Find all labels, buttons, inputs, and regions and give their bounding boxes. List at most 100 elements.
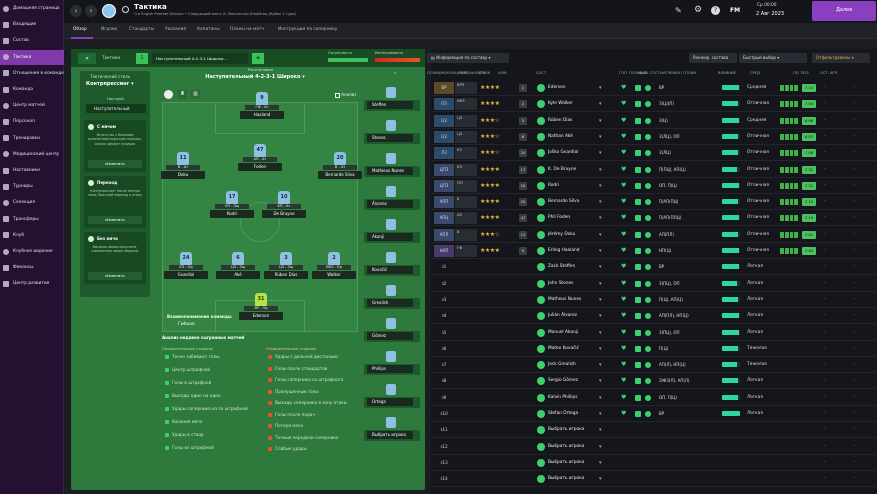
row-role[interactable]: В [455, 196, 477, 209]
chevron-down-icon[interactable]: ▾ [599, 411, 602, 417]
sidebar-item[interactable]: Селекция [0, 195, 64, 210]
chevron-down-icon[interactable]: ▾ [599, 443, 602, 450]
table-row[interactable]: з9 Kalvin Phillips ▾ ♥ ОП, П(Ц) Легкая - - [431, 390, 877, 406]
sidebar-item[interactable]: Клубное видение [0, 244, 64, 259]
table-row[interactable]: з13 Выбрать игрока ▾ - - [431, 455, 877, 471]
row-position[interactable]: з4 [441, 313, 447, 319]
player-name[interactable]: Mateo Kovačić [548, 345, 579, 351]
row-role[interactable]: АП [455, 212, 477, 225]
row-position[interactable]: АПП [434, 196, 454, 209]
row-position[interactable]: АПЦ [434, 212, 454, 225]
sidebar-item[interactable]: Турниры [0, 179, 64, 194]
pitch-player[interactable]: 17 ОП - Зщ Rodri [210, 191, 254, 218]
row-position[interactable]: ВР [434, 82, 454, 94]
column-header[interactable]: ИГРОК [478, 71, 491, 75]
tactics-tab[interactable]: Тактика [102, 55, 120, 60]
add-tactic-button[interactable]: + [252, 53, 264, 64]
sidebar-item[interactable]: Финансы [0, 260, 64, 275]
player-name[interactable]: Выбрать игрока [548, 476, 585, 482]
help-icon[interactable]: ? [711, 6, 720, 15]
chevron-down-icon[interactable]: ▾ [599, 182, 602, 189]
row-position[interactable]: з8 [441, 378, 447, 384]
info-dropdown[interactable]: ▤ Информация по составу ▾ [427, 53, 509, 63]
row-role[interactable]: ЦЗ [455, 130, 477, 143]
row-position[interactable]: з2 [441, 280, 447, 286]
row-position[interactable]: з6 [441, 345, 447, 351]
row-position[interactable]: з13 [440, 459, 448, 465]
table-row[interactable]: з11 Выбрать игрока ▾ - - [431, 422, 877, 439]
sidebar-item[interactable]: Тактика [0, 49, 64, 65]
subtab[interactable]: Стандарты [129, 27, 155, 32]
chevron-down-icon[interactable]: ▾ [599, 231, 602, 238]
sub-player[interactable]: Álvarez [364, 199, 420, 210]
row-position[interactable]: з10 [440, 411, 448, 416]
table-row[interactable]: з14 Выбрать игрока ▾ - - [431, 471, 877, 488]
row-position[interactable]: з1 [441, 264, 447, 270]
row-position[interactable]: НАП [434, 245, 454, 257]
tactic-slot-number[interactable]: 1 [136, 53, 148, 64]
pitch-player[interactable]: 10 БП - Ат De Bruyne [262, 191, 306, 218]
pitch-player[interactable]: 20 В - Ат Bernardo Silva [318, 152, 362, 179]
row-position[interactable]: ЦЗ [434, 114, 454, 127]
player-name[interactable]: Manuel Akanji [548, 329, 579, 335]
sub-player[interactable]: Ortega [364, 397, 420, 408]
chevron-down-icon[interactable]: ▾ [599, 378, 602, 385]
chevron-down-icon[interactable]: ▾ [599, 394, 602, 401]
column-header[interactable]: НОМ [498, 71, 507, 75]
subtab[interactable]: Инструкции по сопернику [278, 27, 338, 32]
rank-squad-button[interactable]: Ранжир. состава [689, 53, 737, 63]
row-position[interactable]: з14 [440, 476, 448, 482]
column-header[interactable]: СРЕД. [750, 71, 761, 75]
player-name[interactable]: Rúben Dias [548, 117, 573, 123]
pitch-player[interactable]: 11 В - Ат Doku [161, 152, 205, 179]
chevron-down-icon[interactable]: ▾ [599, 345, 602, 352]
row-role[interactable]: ИКЗ [455, 98, 477, 111]
settings-icon[interactable]: ⚙ [694, 5, 703, 15]
tactic-name-dropdown[interactable]: Наступательный 4-2-3-1 Широко... [152, 53, 248, 64]
chevron-down-icon[interactable]: ▾ [599, 199, 602, 206]
continue-button[interactable]: Далее [812, 1, 876, 21]
mentality-dropdown[interactable]: Наступательный [86, 104, 146, 113]
team-card-edit-button[interactable]: Изменить [88, 216, 142, 224]
row-position[interactable]: з9 [441, 394, 447, 400]
pitch-player[interactable]: 47 АП - Ат Foden [238, 144, 282, 171]
player-name[interactable]: Matheus Nunes [548, 296, 582, 302]
chevron-down-icon[interactable]: ▾ [599, 248, 602, 254]
column-header[interactable]: МАТЧЕВАЯ ГОТОВН. [660, 71, 698, 75]
chevron-down-icon[interactable]: ▾ [599, 150, 602, 157]
table-row[interactable]: ВР ВРП ★★★★ 1 Ederson ▾ ♥ ВР Средняя 7.10- - [431, 80, 877, 96]
player-name[interactable]: Выбрать игрока [548, 459, 585, 465]
player-name[interactable]: Stefan Ortega [548, 411, 579, 416]
sidebar-item[interactable]: Тренировки [0, 131, 64, 146]
player-name[interactable]: K. De Bruyne [548, 166, 577, 172]
player-name[interactable]: Jérémy Doku [548, 231, 576, 237]
pitch-player[interactable]: 9 ГФ - Ат Haaland [240, 92, 284, 119]
row-role[interactable]: В [455, 228, 477, 241]
player-name[interactable]: Nathan Aké [548, 133, 573, 139]
player-name[interactable]: Kalvin Phillips [548, 394, 578, 400]
column-header[interactable]: ГОЛ [619, 71, 627, 75]
table-row[interactable]: АПЛ В ★★★☆ 11 Jérémy Doku ▾ ♥ АП(ПЛ) Отличная 7.0… [431, 227, 877, 243]
subtab[interactable]: Указания [165, 27, 186, 32]
pitch-player[interactable]: 3 ЦЗ - Зщ Rúben Dias [264, 252, 308, 279]
info-icon[interactable] [164, 90, 173, 99]
table-row[interactable]: ЦЗ ЦЗ ★★★☆ 6 Nathan Aké ▾ ♥ З(ЛЦ), ОП Отличная 6.… [431, 129, 877, 145]
chevron-down-icon[interactable]: ▾ [599, 329, 602, 336]
player-name[interactable]: Jack Grealish [548, 362, 576, 368]
row-position[interactable]: з3 [441, 296, 447, 302]
table-row[interactable]: ПЗ ИКЗ ★★★★ 2 Kyle Walker ▾ ♥ З(Ц)(П) Отличная 7.… [431, 96, 877, 113]
chevron-down-icon[interactable]: ▾ [599, 476, 602, 483]
club-badge-icon[interactable] [102, 4, 116, 18]
column-header[interactable]: ПЛ. ПОЗ. [793, 71, 810, 75]
table-row[interactable]: ЦПЗ БП ★★★★ 17 K. De Bruyne ▾ ♥ П(ПЦ), АП(Ц) Отл… [431, 162, 877, 178]
chevron-down-icon[interactable]: ▾ [599, 459, 602, 466]
table-row[interactable]: з3 Matheus Nunes ▾ ♥ П(Ц), АП(Ц) Легкая - - [431, 292, 877, 308]
sidebar-item[interactable]: Трансферы [0, 212, 64, 227]
chevron-down-icon[interactable]: ▾ [599, 133, 602, 140]
subtab[interactable]: Игроки [101, 27, 118, 32]
team-card-edit-button[interactable]: Изменить [88, 160, 142, 168]
row-position[interactable]: з11 [440, 427, 448, 433]
chevron-down-icon[interactable]: ▾ [599, 296, 602, 303]
sidebar-item[interactable]: Отношения в команде [0, 66, 64, 81]
sub-player[interactable]: Выбрать игрока [364, 430, 420, 441]
